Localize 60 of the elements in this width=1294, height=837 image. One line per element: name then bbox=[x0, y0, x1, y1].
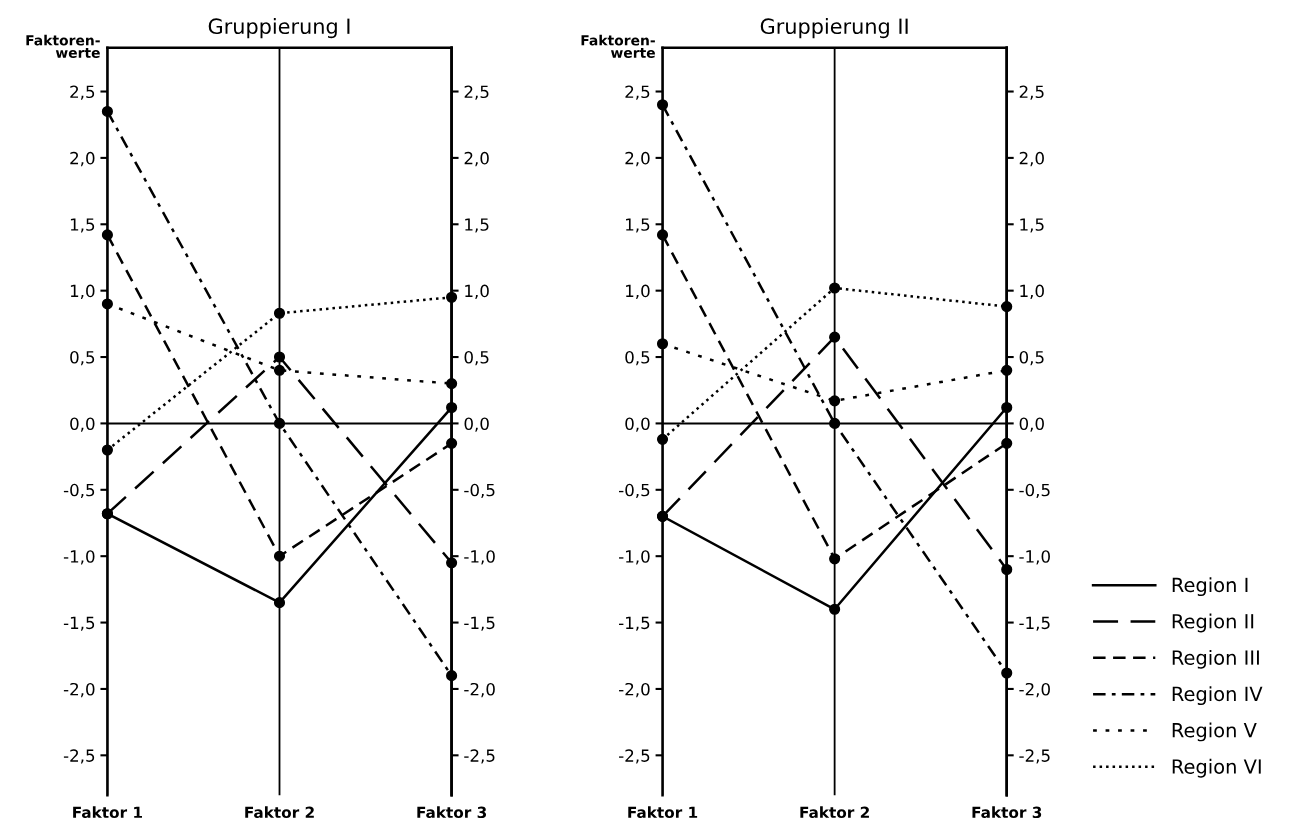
y-tick-label: -2,0 bbox=[63, 682, 95, 698]
chart-title: Gruppierung I bbox=[208, 17, 350, 39]
y2-tick-label: -0,5 bbox=[1019, 483, 1050, 499]
y-tick-label: -1,0 bbox=[63, 550, 95, 565]
y-tick-label: -1,0 bbox=[619, 550, 650, 565]
y-tick-label: 2,5 bbox=[625, 85, 650, 100]
y2-tick-label: -2,0 bbox=[1019, 682, 1050, 698]
y-tick-label: 0,0 bbox=[70, 417, 95, 432]
y2-tick-label: 0,0 bbox=[1019, 417, 1044, 432]
x-tick-label: Faktor 3 bbox=[972, 806, 1042, 819]
y2-tick-label: 1,0 bbox=[1020, 284, 1044, 299]
y-tick-label: 0,0 bbox=[625, 417, 650, 432]
x-tick-label: Faktor 2 bbox=[800, 806, 869, 819]
y2-tick-label: 2,5 bbox=[1019, 85, 1044, 100]
y2-tick-label: 1,5 bbox=[465, 218, 489, 233]
y2-tick-label: 0,5 bbox=[1019, 351, 1044, 366]
y2-tick-label: 1,0 bbox=[465, 284, 489, 299]
y2-tick-label: 0,5 bbox=[464, 351, 489, 366]
y-tick-label: 1,5 bbox=[70, 218, 95, 233]
y2-tick-label: 2,5 bbox=[464, 85, 489, 100]
y2-tick-label: -1,5 bbox=[464, 616, 495, 631]
y-tick-label: 2,0 bbox=[625, 151, 650, 167]
y-axis-title: Faktoren- werte bbox=[581, 34, 655, 58]
x-tick-label: Faktor 1 bbox=[73, 806, 142, 819]
chart-title: Gruppierung II bbox=[760, 17, 908, 39]
legend-label: Region II bbox=[1172, 613, 1254, 633]
x-tick-label: Faktor 3 bbox=[417, 806, 487, 819]
y-tick-label: -2,5 bbox=[619, 749, 650, 764]
y-tick-label: -1,5 bbox=[63, 616, 95, 631]
y2-tick-label: -0,5 bbox=[464, 483, 495, 499]
y-tick-label: -0,5 bbox=[619, 483, 650, 499]
y-tick-label: 0,5 bbox=[625, 351, 650, 366]
y2-tick-label: -2,5 bbox=[1019, 749, 1050, 764]
x-tick-label: Faktor 2 bbox=[245, 806, 314, 819]
y-tick-label: -0,5 bbox=[63, 483, 95, 499]
y-tick-label: -1,5 bbox=[619, 616, 650, 631]
legend-label: Region IV bbox=[1172, 686, 1263, 706]
legend-label: Region I bbox=[1172, 577, 1248, 597]
y2-tick-label: -1,5 bbox=[1019, 616, 1050, 631]
y2-tick-label: 2,0 bbox=[1019, 151, 1044, 167]
x-tick-label: Faktor 1 bbox=[628, 806, 698, 819]
y2-tick-label: 1,5 bbox=[1020, 218, 1044, 233]
y2-tick-label: -2,5 bbox=[464, 749, 495, 764]
y-tick-label: -2,5 bbox=[63, 749, 95, 764]
y2-tick-label: 0,0 bbox=[464, 417, 489, 432]
y-tick-label: 1,0 bbox=[70, 284, 95, 299]
y2-tick-label: -1,0 bbox=[464, 550, 495, 565]
legend-label: Region VI bbox=[1172, 758, 1261, 778]
y2-tick-label: -2,0 bbox=[464, 682, 495, 698]
y-axis-title: Faktoren- werte bbox=[26, 34, 100, 58]
y-tick-label: -2,0 bbox=[619, 682, 650, 698]
y-tick-label: 1,0 bbox=[626, 284, 650, 299]
y2-tick-label: -1,0 bbox=[1019, 550, 1050, 565]
y-tick-label: 2,5 bbox=[70, 85, 95, 100]
legend-label: Region III bbox=[1172, 649, 1259, 669]
y-tick-label: 1,5 bbox=[626, 218, 650, 233]
y2-tick-label: 2,0 bbox=[464, 151, 489, 167]
legend-label: Region V bbox=[1172, 722, 1257, 742]
y-tick-label: 0,5 bbox=[70, 351, 95, 366]
y-tick-label: 2,0 bbox=[70, 151, 95, 167]
